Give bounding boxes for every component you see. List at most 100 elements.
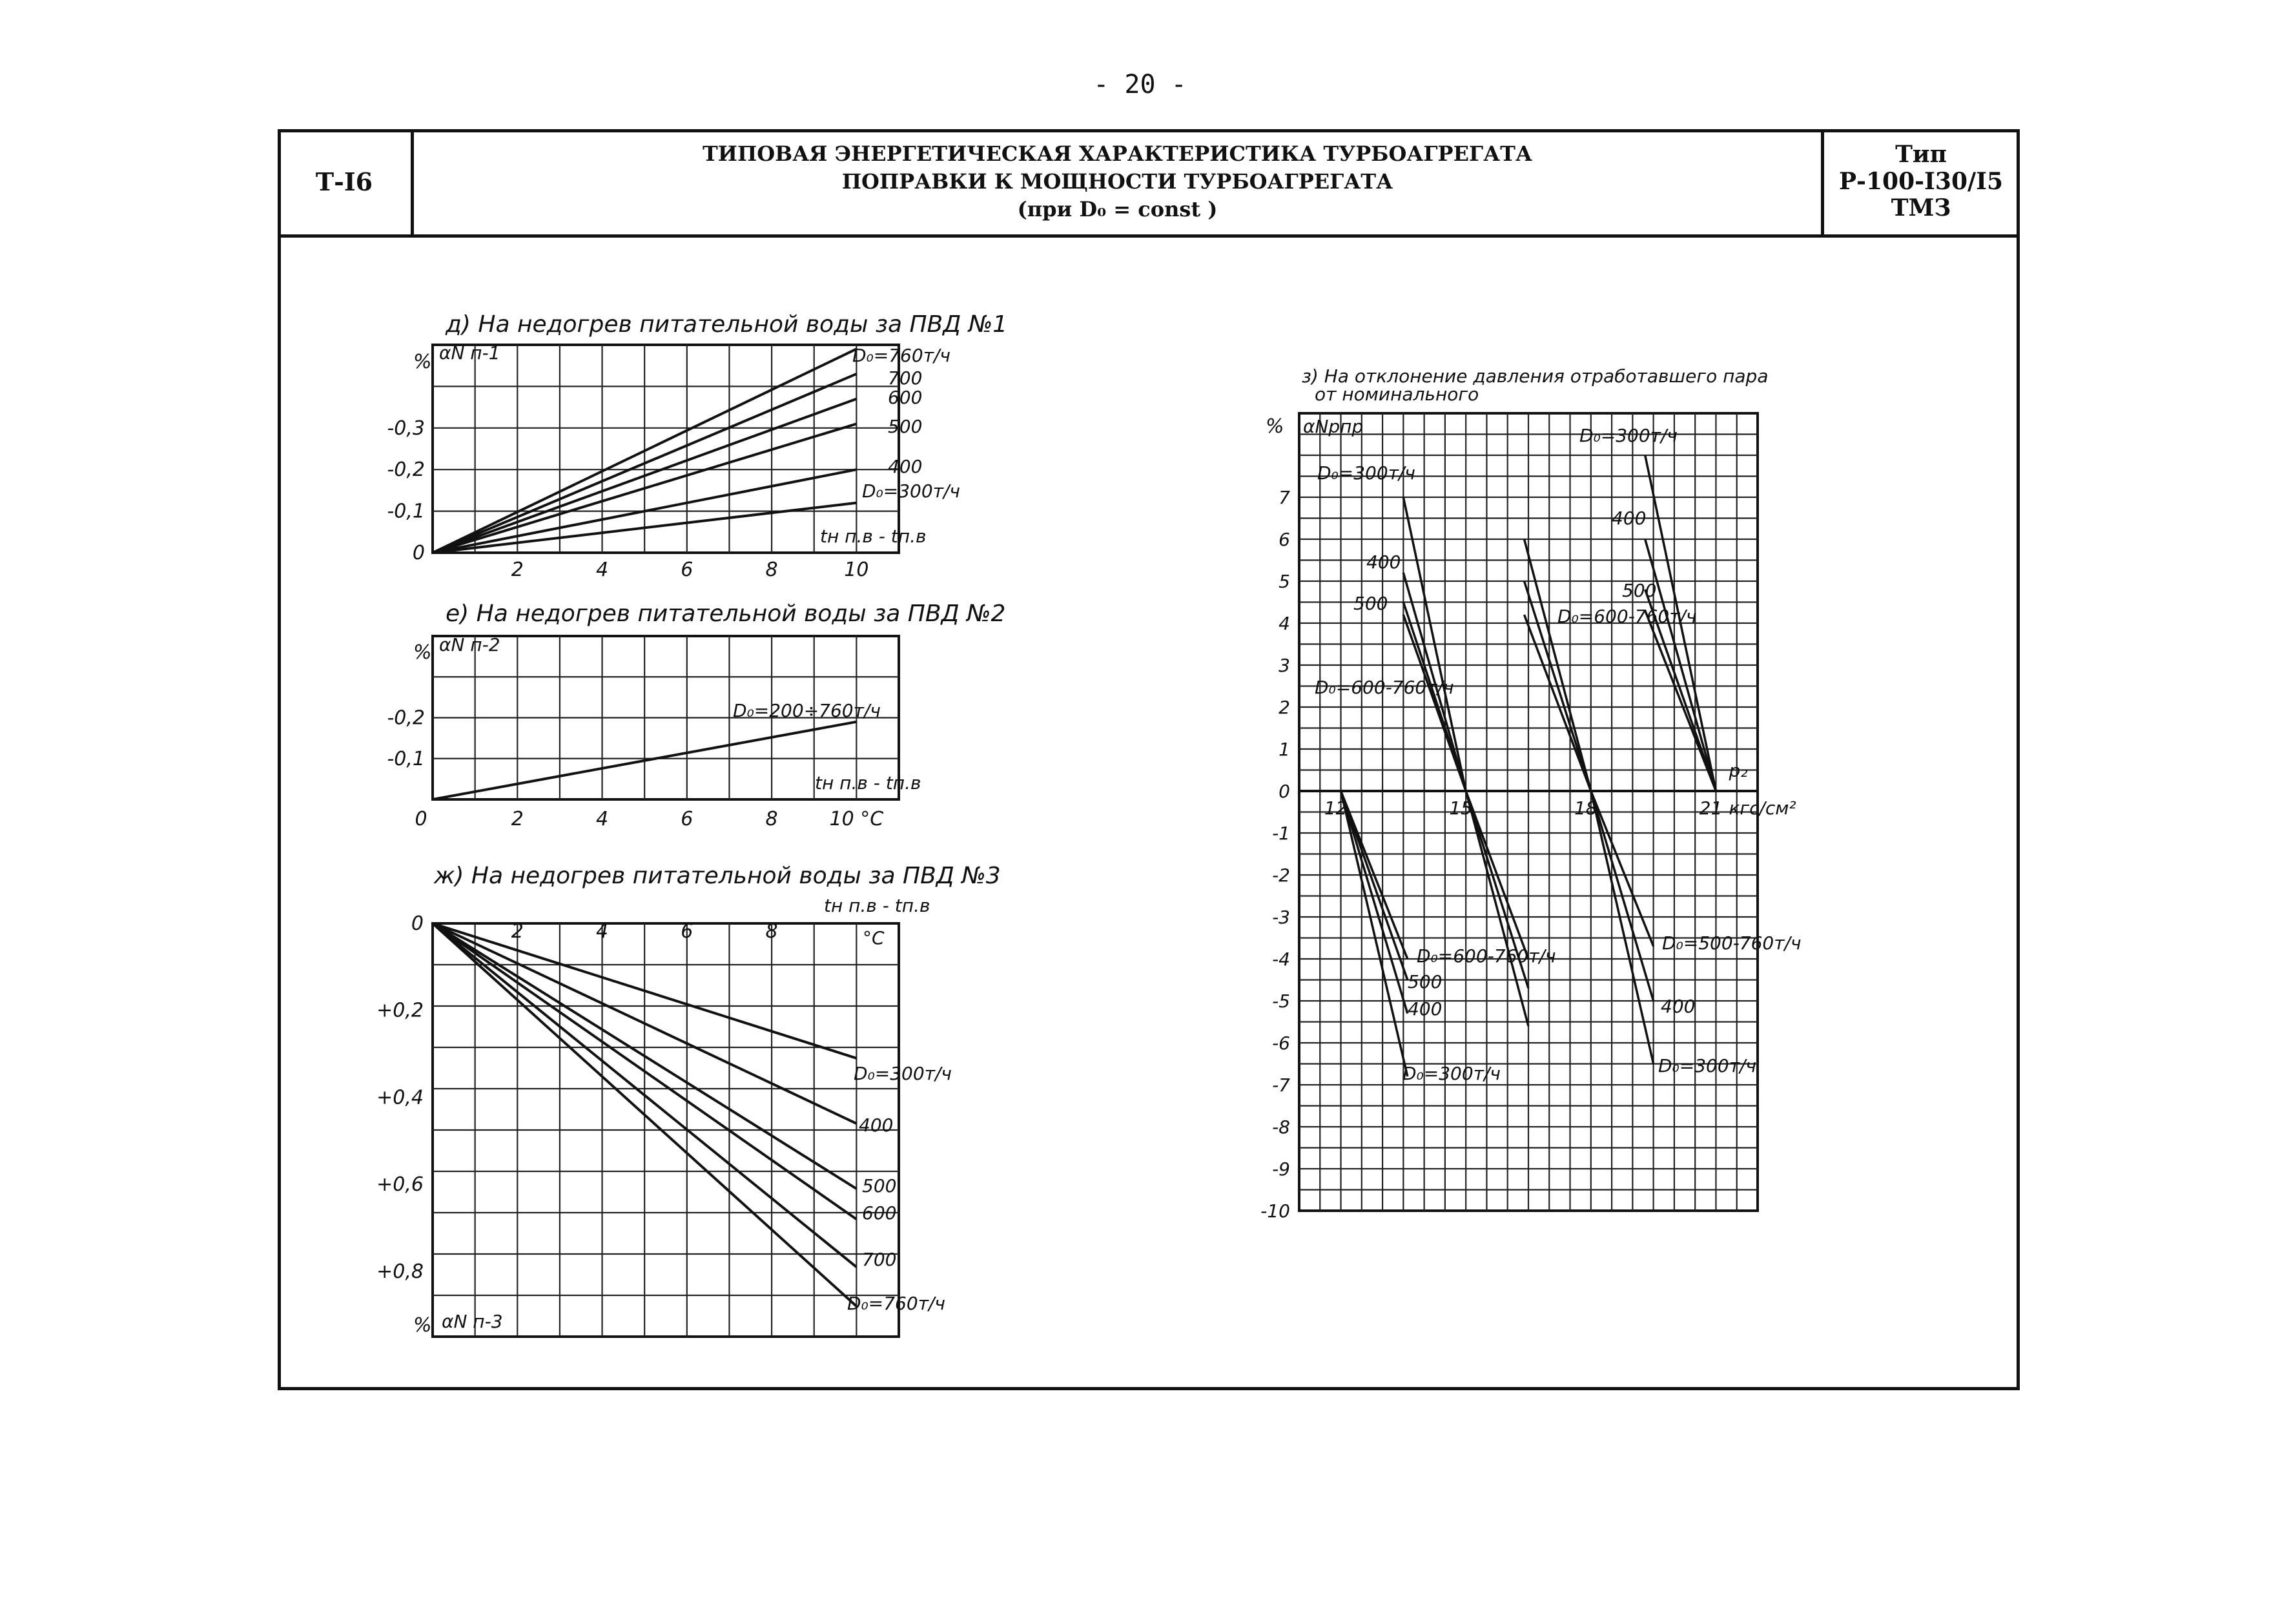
x-axis-label: p₂ (1728, 760, 1747, 781)
y-unit-label: % (413, 641, 432, 664)
series-label: 700 (862, 1249, 896, 1270)
chart-title: ж) На недогрев питательной воды за ПВД №… (433, 863, 1001, 889)
series-label: 600 (862, 1202, 896, 1224)
y-tick-label: 0 (411, 912, 424, 935)
y-tick-label: 4 (1279, 613, 1290, 634)
y-axis-label: αN п-2 (439, 634, 500, 655)
x-axis-label: tн п.в - tп.в (824, 895, 930, 916)
y-tick-label: -4 (1272, 949, 1290, 970)
y-tick-label: -0,1 (387, 500, 425, 523)
series-label: D₀=760т/ч (847, 1293, 945, 1314)
series-label: D₀=300т/ч (1658, 1055, 1756, 1076)
title-block: Т-I6 ТИПОВАЯ ЭНЕРГЕТИЧЕСКАЯ ХАРАКТЕРИСТИ… (278, 129, 2020, 238)
y-tick-label: -10 (1260, 1200, 1290, 1222)
sheet-code: Т-I6 (278, 129, 414, 234)
series-label: D₀=600-760т/ч (1557, 606, 1697, 627)
chart-title: з) На отклонение давления отработавшего … (1302, 365, 1769, 387)
y-tick-label: -3 (1272, 907, 1290, 928)
chart-title: д) На недогрев питательной воды за ПВД №… (445, 311, 1007, 338)
y-tick-label: 3 (1279, 655, 1290, 676)
y-tick-label: 5 (1279, 571, 1290, 592)
series-line (431, 922, 858, 1190)
x-tick-label: 2 (511, 808, 524, 830)
series-label: 400 (859, 1115, 893, 1136)
series-label: 500 (1353, 593, 1388, 614)
y-tick-label: -7 (1272, 1074, 1290, 1096)
y-tick-label: +0,4 (376, 1086, 424, 1109)
series-line (432, 922, 858, 1125)
series-line (1590, 790, 1655, 1064)
x-tick-label: 2 (511, 559, 524, 581)
y-tick-label: 0 (1279, 781, 1290, 802)
series-line (1644, 589, 1718, 792)
y-tick-label: -0,1 (387, 748, 425, 770)
y-tick-label: -6 (1272, 1033, 1290, 1054)
y-tick-label: -0,3 (387, 417, 425, 440)
x-tick-label: 6 (681, 920, 693, 943)
series-line (1590, 790, 1655, 947)
series-label: 400 (888, 456, 922, 477)
series-label: D₀=600-760т/ч (1417, 945, 1556, 967)
series-label: D₀=500-760т/ч (1662, 932, 1802, 954)
x-unit-label: кгс/см² (1729, 797, 1796, 819)
chart-d: д) На недогрев питательной воды за ПВД №… (387, 311, 1007, 581)
x-tick-label: 0 (415, 808, 427, 830)
series-line (431, 922, 858, 1220)
x-tick-label: 8 (766, 559, 778, 581)
series-line (1402, 614, 1467, 792)
series-line (432, 397, 858, 554)
series-line (432, 720, 857, 801)
x-tick-label: 10 °С (830, 808, 884, 830)
series-line (1402, 497, 1467, 792)
y-tick-label: 1 (1279, 739, 1290, 760)
y-tick-label: +0,2 (376, 1000, 424, 1022)
y-tick-label: -9 (1272, 1158, 1290, 1180)
series-label: 500 (1408, 971, 1442, 992)
series-label: D₀=760т/ч (852, 345, 950, 366)
series-line (432, 347, 858, 554)
series-label: 700 (888, 367, 922, 389)
y-tick-label: -0,2 (387, 458, 425, 481)
series-line (1464, 790, 1530, 1027)
series-label: 400 (1612, 508, 1646, 529)
x-tick-label: 2 (511, 920, 524, 943)
y-tick-label: +0,8 (376, 1260, 424, 1283)
series-line (1590, 790, 1655, 1002)
page-number: - 20 - (1093, 70, 1187, 99)
x-tick-label: 4 (596, 559, 608, 581)
y-unit-label: % (1266, 415, 1284, 438)
chart-e: е) На недогрев питательной воды за ПВД №… (387, 601, 1005, 830)
x-tick-label: 4 (596, 808, 608, 830)
x-axis-label: tн п.в - tп.в (820, 526, 927, 547)
series-label: D₀=600-760т/ч (1315, 677, 1454, 698)
series-line (432, 922, 857, 1060)
x-tick-label: 6 (681, 559, 693, 581)
chart-z: з) На отклонение давления отработавшего … (1260, 365, 1801, 1222)
series-line (1339, 790, 1409, 1077)
y-tick-label: -5 (1272, 991, 1290, 1012)
series-line (1464, 790, 1530, 960)
y-tick-label: +0,6 (376, 1173, 424, 1196)
x-tick-label: 10 (844, 559, 868, 581)
series-label: 500 (1622, 580, 1656, 601)
series-label: 500 (862, 1175, 896, 1197)
x-unit-label: °С (863, 927, 885, 949)
series-line (1464, 790, 1530, 989)
series-label: 600 (888, 387, 922, 408)
chart-zh: ж) На недогрев питательной воды за ПВД №… (376, 863, 1001, 1338)
title-line-1: ТИПОВАЯ ЭНЕРГЕТИЧЕСКАЯ ХАРАКТЕРИСТИКА ТУ… (702, 141, 1533, 166)
series-line (1644, 539, 1718, 792)
x-axis-label: tн п.в - tп.в (815, 772, 921, 794)
y-unit-label: % (413, 1314, 432, 1337)
series-label: D₀=300т/ч (1402, 1063, 1501, 1084)
y-tick-label: 2 (1279, 697, 1290, 718)
series-line (432, 422, 857, 554)
y-tick-label: -8 (1272, 1116, 1290, 1138)
title-line-2: ПОПРАВКИ К МОЩНОСТИ ТУРБОАГРЕГАТА (841, 169, 1393, 194)
series-label: 500 (888, 416, 922, 437)
y-tick-label: 7 (1279, 487, 1290, 508)
series-label: D₀=300т/ч (862, 480, 960, 502)
x-tick-label: 21 (1700, 797, 1723, 819)
type-block: Тип Р-100-I30/I5 ТМЗ (1821, 129, 2018, 234)
